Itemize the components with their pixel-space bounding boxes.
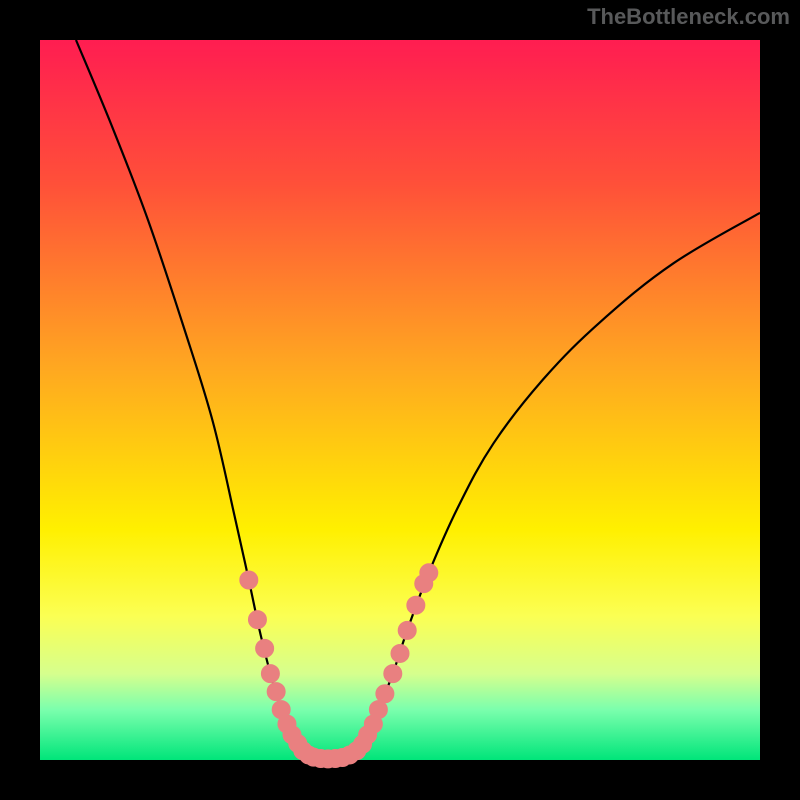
marker-dot [407,596,425,614]
marker-dot [376,685,394,703]
marker-dot [398,621,416,639]
marker-dot [369,701,387,719]
bottleneck-chart [0,0,800,800]
marker-dot [248,611,266,629]
marker-dot [420,564,438,582]
marker-dot [240,571,258,589]
marker-dot [267,683,285,701]
marker-dot [384,665,402,683]
marker-dot [261,665,279,683]
marker-dot [391,644,409,662]
marker-dot [256,639,274,657]
